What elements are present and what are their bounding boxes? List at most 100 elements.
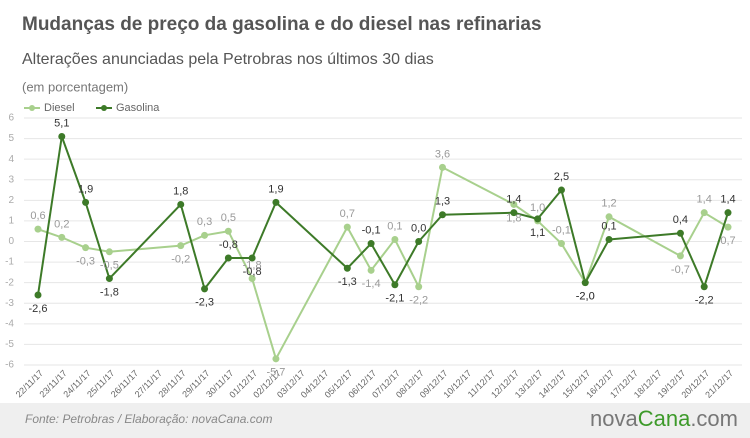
point — [676, 252, 684, 260]
value-label: -5,7 — [266, 367, 285, 379]
point — [557, 186, 565, 194]
legend-label: Gasolina — [116, 102, 160, 114]
legend-label: Diesel — [44, 102, 75, 114]
footer — [0, 403, 750, 438]
point — [724, 223, 732, 231]
line-segment — [370, 238, 396, 271]
point — [201, 231, 209, 239]
line-segment — [275, 226, 349, 360]
line-segment — [560, 243, 587, 284]
line-segment — [61, 236, 86, 249]
logo-part: Cana — [638, 406, 691, 431]
y-tick-label: -5 — [5, 339, 14, 350]
point — [58, 233, 66, 241]
line-segment — [703, 212, 729, 288]
value-label: -0,8 — [243, 266, 262, 278]
line-segment — [109, 244, 181, 253]
line-segment — [179, 204, 206, 290]
point — [724, 209, 732, 217]
line-segment — [536, 189, 563, 220]
value-label: 1,1 — [530, 227, 545, 239]
value-label: 1,0 — [530, 202, 545, 214]
value-label: -0,1 — [552, 224, 571, 236]
line-segment — [251, 278, 277, 360]
logo-part: .com — [690, 406, 738, 431]
point — [367, 240, 375, 248]
value-label: 2,5 — [554, 171, 569, 183]
point — [82, 244, 90, 252]
value-label: 3,6 — [435, 148, 450, 160]
line-segment — [251, 201, 277, 259]
point — [177, 200, 185, 208]
value-label: 1,2 — [601, 198, 616, 210]
line-segment — [584, 216, 610, 284]
line-segment — [536, 220, 563, 245]
value-label: 0,0 — [411, 222, 426, 234]
y-tick-label: 6 — [8, 113, 14, 124]
point — [105, 275, 113, 283]
value-label: 1,9 — [268, 183, 283, 195]
point — [581, 279, 589, 287]
value-label: 1,4 — [720, 194, 735, 206]
point — [177, 242, 185, 250]
logo-part: nova — [590, 406, 638, 431]
value-label: -0,3 — [76, 256, 95, 268]
chart-subtitle: Alterações anunciadas pela Petrobras nos… — [22, 51, 434, 68]
line-segment — [108, 203, 182, 280]
line-segment — [584, 238, 610, 284]
logo: novaCana.com — [590, 406, 738, 431]
value-label: 0,7 — [720, 235, 735, 247]
chart-title: Mudanças de preço da gasolina e do diese… — [22, 14, 542, 35]
y-tick-label: 4 — [8, 154, 14, 165]
line-segment — [679, 232, 706, 288]
value-label: -0,1 — [362, 224, 381, 236]
point — [391, 281, 399, 289]
value-label: 0,6 — [30, 210, 45, 222]
value-label: -1,8 — [100, 286, 119, 298]
point — [438, 163, 446, 171]
line-segment — [227, 230, 254, 279]
line-segment — [370, 243, 396, 286]
value-label: -2,6 — [29, 303, 48, 315]
point — [343, 264, 351, 272]
value-label: 0,1 — [601, 220, 616, 232]
point — [201, 285, 209, 293]
line-segment — [60, 136, 87, 203]
value-label: -2,2 — [695, 295, 714, 307]
point — [415, 238, 423, 245]
legend-marker — [29, 105, 35, 111]
point — [34, 291, 42, 299]
line-segment — [560, 189, 587, 283]
y-tick-label: 2 — [8, 195, 14, 206]
line-segment — [37, 136, 63, 296]
value-label: 0,7 — [340, 208, 355, 220]
line-segment — [394, 241, 420, 286]
value-label: -1,8 — [243, 259, 262, 271]
point — [82, 198, 90, 206]
value-label: -2,0 — [576, 291, 595, 303]
line-segment — [346, 226, 372, 271]
point — [343, 223, 351, 231]
value-label: -0,7 — [671, 264, 690, 276]
value-label: 1,8 — [173, 185, 188, 197]
point — [367, 266, 375, 274]
value-label: 0,1 — [387, 220, 402, 232]
value-label: 5,1 — [54, 117, 69, 129]
unit-note: (em porcentagem) — [22, 79, 128, 94]
line-segment — [275, 201, 348, 269]
line-segment — [513, 211, 538, 220]
point — [248, 275, 256, 283]
value-label: -2,2 — [409, 295, 428, 307]
y-tick-label: -6 — [5, 360, 14, 371]
line-segment — [37, 228, 63, 239]
y-tick-label: -1 — [5, 257, 14, 268]
value-label: 1,8 — [506, 212, 521, 224]
line-segment — [180, 234, 205, 247]
value-label: 0,5 — [221, 212, 236, 224]
point — [58, 133, 66, 141]
value-label: -2,1 — [385, 293, 404, 305]
y-tick-label: -2 — [5, 277, 14, 288]
value-label: 1,9 — [78, 183, 93, 195]
line-segment — [442, 166, 515, 206]
